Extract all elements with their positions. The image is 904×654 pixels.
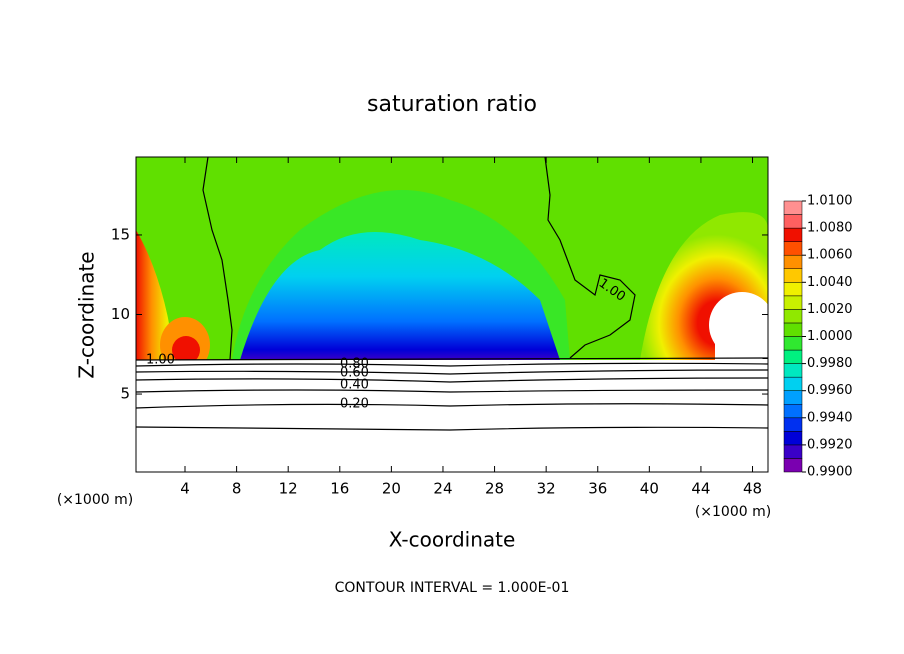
colorbar-label: 1.0000 (807, 329, 853, 344)
x-tick-label: 4 (180, 480, 190, 498)
colorbar-band (783, 417, 803, 432)
x-tick-label: 16 (330, 480, 349, 498)
x-tick-label: 40 (640, 480, 659, 498)
colorbar-label: 0.9900 (807, 465, 853, 480)
colorbar-label: 0.9980 (807, 356, 853, 371)
colorbar-band (783, 295, 803, 310)
colorbar-label: 0.9940 (807, 410, 853, 425)
contour-lines (135, 156, 769, 431)
colorbar-label: 0.9920 (807, 437, 853, 452)
x-tick-label: 28 (485, 480, 504, 498)
x-tick-label: 36 (588, 480, 607, 498)
colorbar-band (783, 322, 803, 337)
colorbar-label: 1.0040 (807, 275, 853, 290)
x-tick-label: 32 (537, 480, 556, 498)
x-unit: (×1000 m) (695, 504, 771, 520)
colorbar-label: 0.9960 (807, 383, 853, 398)
colorbar-band (783, 363, 803, 378)
colorbar-band (783, 227, 803, 242)
colorbar-label: 1.0100 (807, 194, 853, 209)
x-tick-label: 8 (232, 480, 242, 498)
colorbar-label: 1.0020 (807, 302, 853, 317)
contour-label: 0.80 (340, 357, 369, 372)
colorbar-band (783, 282, 803, 297)
colorbar-band (783, 336, 803, 351)
y-tick-label: 15 (111, 225, 130, 243)
footer-note: CONTOUR INTERVAL = 1.000E-01 (335, 580, 570, 596)
colorbar-band (783, 458, 803, 473)
x-tick-label: 44 (691, 480, 710, 498)
contour-label: 0.20 (340, 397, 369, 412)
colorbar-band (783, 214, 803, 229)
contour-label: 0.40 (340, 378, 369, 393)
colorbar-band (783, 200, 803, 215)
colorbar-band (783, 349, 803, 364)
colorbar-band (783, 404, 803, 419)
chart-title: saturation ratio (367, 92, 537, 117)
contour-label: 0.60 (340, 366, 369, 381)
x-tick-label: 24 (433, 480, 452, 498)
x-axis-label: X-coordinate (389, 528, 516, 552)
y-tick-label: 10 (111, 305, 130, 323)
colorbar-band (783, 444, 803, 459)
colorbar-band (783, 254, 803, 269)
colorbar-band (783, 241, 803, 256)
colorbar-band (783, 268, 803, 283)
x-tick-label: 20 (382, 480, 401, 498)
colorbar-band (783, 309, 803, 324)
x-tick-label: 48 (743, 480, 762, 498)
field (136, 157, 775, 472)
contour-label: 1.00 (146, 353, 175, 368)
colorbar-band (783, 431, 803, 446)
colorbar-label: 1.0060 (807, 248, 853, 263)
y-axis-label: Z-coordinate (75, 251, 99, 378)
y-tick-label: 5 (120, 385, 130, 403)
x-tick-label: 12 (279, 480, 298, 498)
colorbar-label: 1.0080 (807, 221, 853, 236)
colorbar-band (783, 390, 803, 405)
x-unit: (×1000 m) (57, 492, 133, 508)
colorbar-band (783, 376, 803, 391)
